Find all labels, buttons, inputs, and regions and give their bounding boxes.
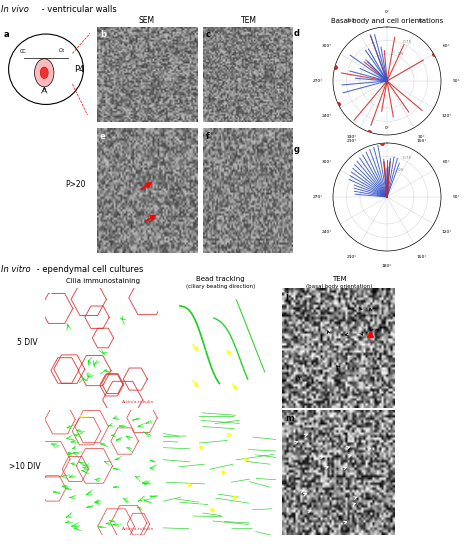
Text: TEM: TEM bbox=[332, 276, 347, 282]
Text: P4: P4 bbox=[74, 65, 84, 74]
Text: e: e bbox=[100, 132, 106, 141]
Text: Cilia immunostaining: Cilia immunostaining bbox=[65, 279, 139, 285]
Text: >10 DIV: >10 DIV bbox=[9, 461, 40, 471]
Text: h: h bbox=[48, 291, 55, 301]
Text: Bead tracking: Bead tracking bbox=[196, 276, 245, 282]
Text: - ependymal cell cultures: - ependymal cell cultures bbox=[34, 265, 144, 274]
Text: j: j bbox=[285, 291, 288, 301]
Text: Actin: Actin bbox=[79, 415, 90, 419]
Text: In vivo: In vivo bbox=[1, 4, 29, 14]
Text: Basal body and cell orientations: Basal body and cell orientations bbox=[331, 18, 443, 23]
Text: Cx: Cx bbox=[59, 48, 65, 53]
Text: - ventricular walls: - ventricular walls bbox=[39, 4, 117, 14]
Text: Actin/α-tubulin: Actin/α-tubulin bbox=[122, 527, 155, 531]
Text: CC: CC bbox=[19, 49, 27, 54]
Text: a: a bbox=[4, 30, 9, 39]
Text: TEM: TEM bbox=[241, 16, 257, 25]
Text: k: k bbox=[48, 414, 54, 423]
Text: f: f bbox=[206, 132, 210, 141]
Text: SEM: SEM bbox=[139, 16, 155, 25]
Text: d: d bbox=[294, 28, 300, 38]
Text: m: m bbox=[285, 414, 294, 423]
Text: (basal body orientation): (basal body orientation) bbox=[306, 284, 373, 289]
Text: c: c bbox=[206, 30, 211, 39]
Text: l: l bbox=[166, 414, 169, 423]
Text: g: g bbox=[294, 145, 300, 153]
Text: In vitro: In vitro bbox=[1, 265, 31, 274]
Text: B: B bbox=[43, 88, 46, 93]
Text: 5 DIV: 5 DIV bbox=[17, 337, 37, 346]
Text: b: b bbox=[100, 30, 106, 39]
Ellipse shape bbox=[40, 67, 48, 79]
Text: Actin/α-tubulin: Actin/α-tubulin bbox=[122, 401, 155, 404]
Text: i: i bbox=[166, 291, 169, 301]
Ellipse shape bbox=[35, 59, 54, 87]
Text: (ciliary beating direction): (ciliary beating direction) bbox=[186, 284, 255, 289]
Text: P>20: P>20 bbox=[65, 179, 85, 189]
